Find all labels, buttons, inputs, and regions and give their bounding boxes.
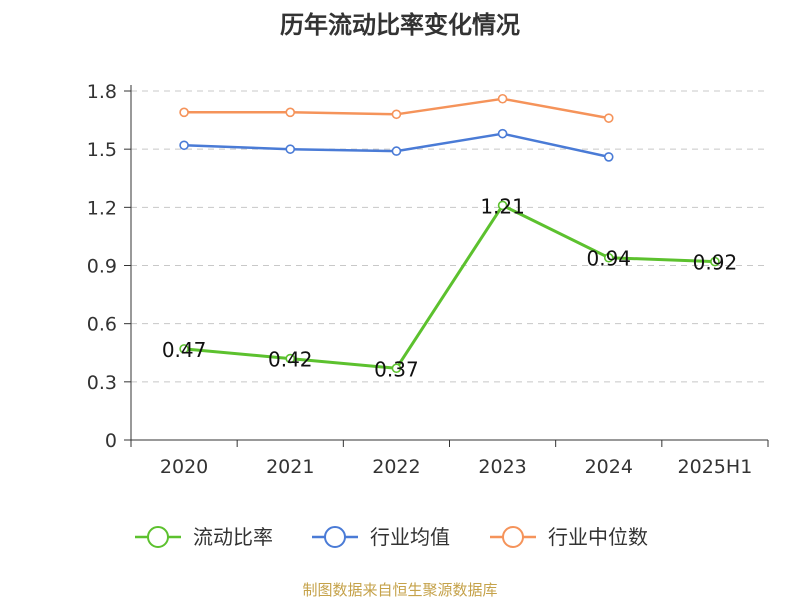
- y-tick-label: 0.3: [87, 372, 117, 394]
- legend-label: 行业中位数: [548, 525, 648, 549]
- y-tick-label: 0.6: [87, 314, 117, 336]
- data-point: [391, 109, 402, 120]
- data-label: 0.92: [693, 251, 738, 275]
- y-tick-label: 1.2: [87, 197, 117, 219]
- data-point: [179, 344, 189, 354]
- data-point: [603, 113, 614, 123]
- x-tick-label: 2022: [372, 456, 420, 478]
- y-tick-label: 0: [105, 430, 117, 452]
- data-point: [497, 93, 508, 104]
- legend-label: 行业均值: [370, 525, 450, 549]
- data-label: 0.37: [374, 357, 419, 381]
- x-tick-label: 2021: [266, 456, 314, 478]
- data-point: [603, 252, 614, 263]
- data-label: 0.42: [268, 348, 313, 372]
- data-label: 0.94: [586, 247, 631, 271]
- data-label: 0.47: [162, 338, 207, 362]
- y-tick-label: 1.5: [87, 139, 117, 161]
- source-note: 制图数据来自恒生聚源数据库: [302, 581, 497, 599]
- legend: 流动比率 行业均值 行业中位数: [135, 525, 648, 549]
- data-point: [710, 256, 720, 267]
- legend-item: 行业均值: [312, 525, 450, 549]
- data-point: [179, 107, 189, 118]
- legend-label: 流动比率: [193, 525, 273, 549]
- data-point: [497, 128, 508, 139]
- legend-item: 流动比率: [135, 525, 273, 549]
- grid-lines: [131, 90, 768, 383]
- data-labels: 0.47 0.42 0.37 1.21 0.94 0.92: [162, 194, 737, 381]
- x-tick-label: 2025H1: [678, 456, 753, 478]
- series-layer: [179, 93, 720, 374]
- y-tick-label: 0.9: [87, 256, 117, 278]
- legend-marker: [324, 526, 346, 548]
- legend-marker: [502, 526, 524, 548]
- legend-marker: [147, 526, 169, 548]
- x-tick-label: 2024: [585, 456, 633, 478]
- data-point: [391, 146, 402, 156]
- data-point: [497, 200, 508, 211]
- data-label: 1.21: [480, 194, 525, 218]
- series-line-0: [183, 203, 715, 370]
- y-tick-label: 1.8: [87, 81, 117, 103]
- data-point: [285, 144, 296, 154]
- x-tick-label: 2023: [478, 456, 526, 478]
- x-tick-label: 2020: [160, 456, 208, 478]
- data-point: [603, 152, 614, 162]
- data-point: [285, 107, 296, 118]
- axes: 0 0.3 0.6 0.9 1.2 1.5 1.8 2020 2021 2022 2023 2024 2…: [87, 81, 769, 478]
- chart-title: 历年流动比率变化情况: [280, 11, 520, 39]
- legend-item: 行业中位数: [490, 525, 648, 549]
- data-point: [285, 353, 296, 364]
- data-point: [179, 140, 189, 151]
- data-point: [391, 363, 402, 374]
